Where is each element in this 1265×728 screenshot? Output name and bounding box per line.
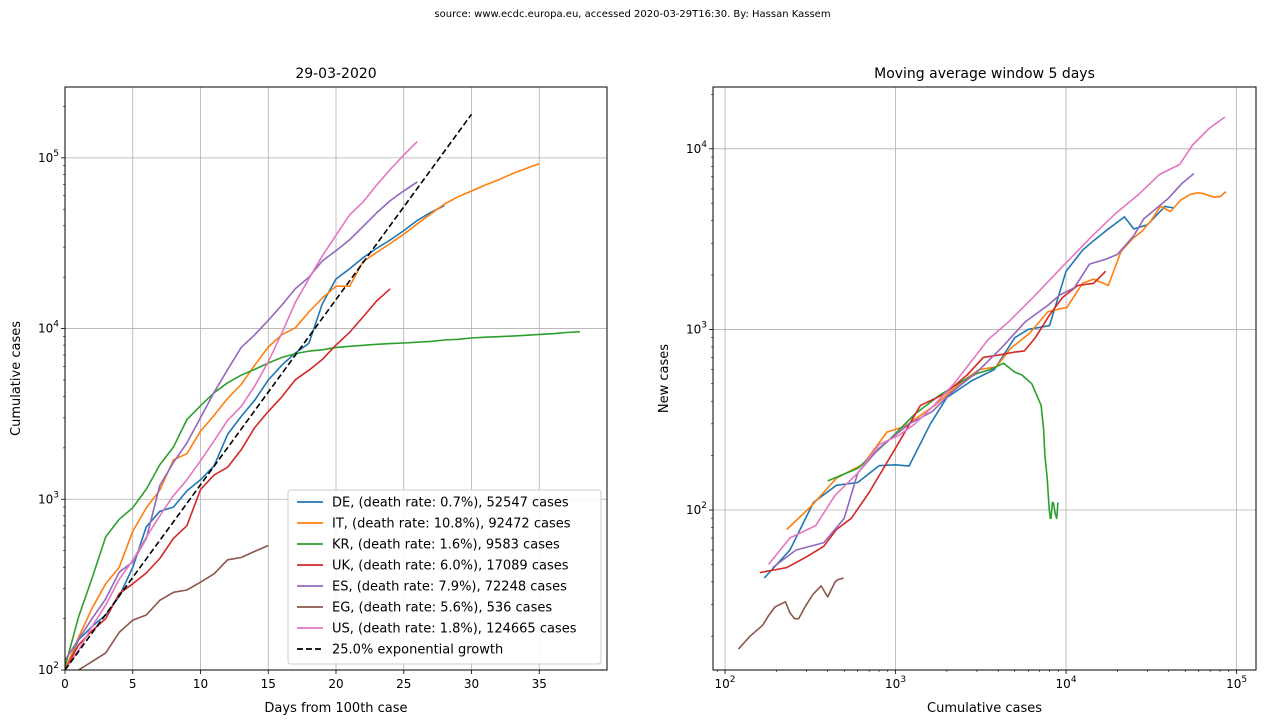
series-line-growth (65, 113, 473, 670)
chart-title: 29-03-2020 (295, 66, 376, 82)
x-tick-label: 102 (715, 675, 736, 691)
series-line-de (763, 205, 1175, 579)
x-tick-label: 10 (193, 677, 208, 691)
y-tick-label: 104 (686, 140, 707, 156)
y-axis-label: Cumulative cases (9, 321, 24, 436)
x-tick-label: 30 (464, 677, 479, 691)
series-line-us (767, 116, 1226, 565)
chart-title: Moving average window 5 days (874, 66, 1095, 82)
x-tick-label: 103 (885, 675, 906, 691)
series-line-kr (827, 362, 1059, 520)
series-line-it (65, 162, 540, 670)
figure-suptitle: source: www.ecdc.europa.eu, accessed 202… (434, 9, 831, 20)
series-line-eg (737, 577, 844, 650)
series-line-eg (77, 544, 269, 670)
series-line-uk (65, 288, 391, 670)
series-line-de (65, 204, 445, 670)
x-tick-label: 20 (328, 677, 343, 691)
legend-label-uk: UK, (death rate: 6.0%), 17089 cases (332, 559, 569, 574)
legend-label-us: US, (death rate: 1.8%), 124665 cases (332, 622, 577, 637)
plot-frame (712, 86, 1257, 671)
series-line-kr (65, 330, 580, 668)
x-tick-label: 0 (61, 677, 69, 691)
x-tick-label: 35 (532, 677, 547, 691)
series-line-es (65, 181, 418, 661)
x-tick-label: 15 (261, 677, 276, 691)
legend: DE, (death rate: 0.7%), 52547 cases IT, (… (287, 489, 602, 665)
x-tick-label: 25 (396, 677, 411, 691)
y-tick-label: 105 (38, 149, 59, 165)
x-axis-label: Cumulative cases (927, 701, 1042, 716)
y-axis-label: New cases (657, 344, 672, 413)
grid-lines (713, 87, 1256, 670)
series-lines (737, 116, 1227, 650)
y-tick-label: 103 (686, 320, 707, 336)
series-line-uk (759, 270, 1107, 574)
x-tick-label: 105 (1226, 675, 1247, 691)
series-line-es (772, 172, 1195, 569)
legend-label-de: DE, (death rate: 0.7%), 52547 cases (332, 496, 569, 511)
series-line-us (65, 140, 418, 670)
y-tick-label: 102 (686, 501, 707, 517)
chart-cumulative-cases: 0 5 10 15 20 25 30 35 102 103 104 105 29-03-2020 Days… (9, 66, 608, 716)
legend-label-es: ES, (death rate: 7.9%), 72248 cases (332, 580, 567, 595)
chart-moving-average: 102 103 104 105 102 103 104 Moving average wind… (657, 66, 1257, 716)
y-tick-label: 104 (38, 320, 59, 336)
legend-label-eg: EG, (death rate: 5.6%), 536 cases (332, 601, 552, 616)
x-axis-label: Days from 100th case (264, 701, 407, 716)
x-tick-label: 104 (1056, 675, 1077, 691)
legend-box (287, 489, 602, 665)
legend-label-it: IT, (death rate: 10.8%), 92472 cases (332, 517, 571, 532)
y-tick-label: 103 (38, 490, 59, 506)
y-tick-label: 102 (38, 661, 59, 677)
x-tick-label: 5 (129, 677, 137, 691)
legend-label-growth: 25.0% exponential growth (332, 643, 503, 658)
series-lines (65, 113, 580, 670)
legend-label-kr: KR, (death rate: 1.6%), 9583 cases (332, 538, 560, 553)
